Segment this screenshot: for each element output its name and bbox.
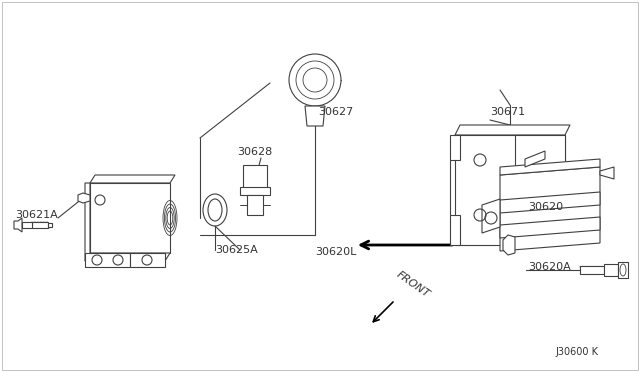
Text: 30627: 30627 bbox=[318, 107, 353, 117]
Polygon shape bbox=[240, 187, 270, 195]
Text: 30628: 30628 bbox=[237, 147, 272, 157]
Polygon shape bbox=[450, 215, 460, 245]
Polygon shape bbox=[604, 264, 618, 276]
Text: 30621A: 30621A bbox=[15, 210, 58, 220]
Polygon shape bbox=[90, 175, 175, 183]
Polygon shape bbox=[130, 253, 165, 267]
Ellipse shape bbox=[289, 54, 341, 106]
Polygon shape bbox=[85, 183, 90, 261]
Polygon shape bbox=[503, 235, 515, 255]
Polygon shape bbox=[600, 167, 614, 179]
Text: FRONT: FRONT bbox=[395, 269, 432, 299]
Polygon shape bbox=[618, 262, 628, 278]
Polygon shape bbox=[500, 217, 600, 238]
Polygon shape bbox=[500, 192, 600, 213]
Text: 30620L: 30620L bbox=[315, 247, 356, 257]
Polygon shape bbox=[85, 253, 170, 261]
Polygon shape bbox=[500, 167, 600, 251]
Polygon shape bbox=[247, 195, 263, 215]
Polygon shape bbox=[14, 218, 22, 232]
Polygon shape bbox=[525, 151, 545, 167]
Polygon shape bbox=[580, 266, 604, 274]
Polygon shape bbox=[32, 222, 48, 228]
Polygon shape bbox=[455, 125, 570, 135]
Text: 30671: 30671 bbox=[490, 107, 525, 117]
Polygon shape bbox=[243, 165, 267, 190]
Polygon shape bbox=[482, 199, 500, 233]
Text: 30620A: 30620A bbox=[528, 262, 571, 272]
Polygon shape bbox=[305, 106, 325, 126]
Polygon shape bbox=[515, 135, 565, 180]
Polygon shape bbox=[48, 223, 52, 227]
Polygon shape bbox=[78, 193, 90, 203]
Text: 30625A: 30625A bbox=[215, 245, 258, 255]
Text: 30620: 30620 bbox=[528, 202, 563, 212]
Polygon shape bbox=[22, 222, 32, 228]
Polygon shape bbox=[500, 159, 600, 175]
Polygon shape bbox=[450, 135, 460, 160]
Polygon shape bbox=[455, 135, 565, 245]
Polygon shape bbox=[85, 253, 130, 267]
Text: J30600 K: J30600 K bbox=[555, 347, 598, 357]
Polygon shape bbox=[90, 183, 170, 253]
